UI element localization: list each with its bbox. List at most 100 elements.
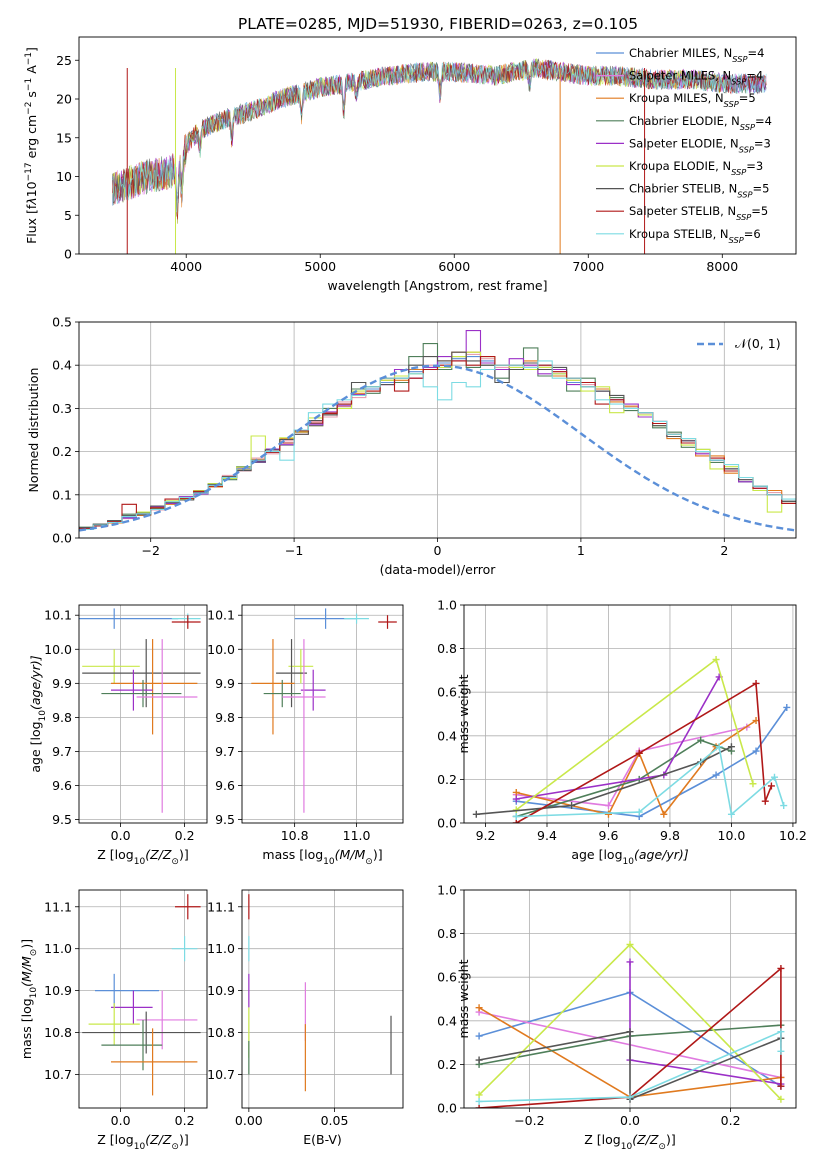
x-tick-label: 0.05 [321,1113,349,1128]
x-tick-label: 9.2 [476,828,496,843]
x-tick-label: 0.2 [175,828,195,843]
legend-entry-sub: SSP [732,54,747,64]
errorbar-point [276,639,308,708]
x-axis-label: E(B-V) [303,1132,342,1147]
x-axis-label-part: (Z/Z [145,847,172,862]
y-tick-label: 1.0 [437,883,457,898]
weight-point-marker [777,964,785,972]
y-axis-label-part: )] [19,939,34,949]
weight-point-marker [712,771,720,779]
errorbar-point [171,615,201,629]
x-tick-label: 5000 [304,259,336,274]
y-tick-label: 10.9 [207,983,235,998]
y-axis-label: mass weight [456,674,471,753]
legend-entry-name: Kroupa ELODIE, N [629,159,731,173]
weight-series-line [515,682,773,823]
errorbars [79,608,201,813]
errorbar-point [101,679,182,708]
x-axis-label: wavelength [Angstrom, rest frame] [327,278,547,293]
legend-entry-name: Chabrier ELODIE, N [629,114,740,128]
legend-entry-sub: SSP [729,235,744,245]
axes-mass_vs_ebv: 0.00 0.05 10.7 10.8 10.9 11.0 11.1 E(B-V) [207,890,403,1147]
y-axis-label: Flux [fλ10−17 erg cm−2 s−1 A−1] [24,47,39,244]
y-tick-label: 11.0 [207,941,235,956]
y-tick-label: 0.4 [437,728,457,743]
legend-entry: 𝒩(0, 1) [735,336,781,351]
weight-point-marker [780,802,788,810]
y-tick-label: 0.6 [437,685,457,700]
weight-series-line [479,1030,782,1103]
y-axis-label-part: 10 [24,181,39,197]
weight-point-marker [749,780,757,788]
weight-series-line [479,966,782,1108]
legend-entry-name: Chabrier STELIB, N [629,182,737,196]
errorbar-point [82,649,140,684]
spectrum-lines [112,58,767,254]
legend-entry: Salpeter ELODIE, NSSP=3 [629,136,771,154]
figure-title: PLATE=0285, MJD=51930, FIBERID=0263, z=0… [238,15,638,33]
weight-lines [472,656,791,823]
y-axis-label-part: −1 [24,52,34,65]
y-tick-label: 10.8 [44,1025,72,1040]
y-tick-label: 9.9 [215,676,235,691]
y-axis-label-part: Flux [f [24,204,39,244]
weight-series-line [516,719,757,816]
x-axis-label-part: ⊙ [171,857,179,867]
y-tick-label: 9.9 [52,676,72,691]
axes-frame [463,604,797,824]
errorbar-point [82,639,201,708]
weight-point-marker [761,797,769,805]
legend-entry-sub: SSP [739,144,754,154]
y-tick-label: 20 [56,92,72,107]
x-axis-label-part: ⊙ [365,857,373,867]
y-axis-label-part: age [log [28,721,43,772]
x-axis-label-part: Z [log [97,847,133,862]
weight-point-marker [697,736,705,744]
axes-age_vs_Z: 0.0 0.29.59.69.79.89.910.010.1Z [log10(Z/… [28,605,207,867]
errorbar-point [288,649,314,684]
y-axis-label-part: (M/M [19,956,34,987]
weight-series-line [516,726,747,807]
y-tick-label: 0.3 [52,401,72,416]
x-tick-label: 0.00 [235,1113,263,1128]
histogram-series [79,351,796,529]
y-tick-label: 10.9 [44,983,72,998]
errorbar-point [263,679,301,708]
y-tick-label: 0.1 [52,487,72,502]
y-axis-label-part: −1 [24,78,34,91]
errorbar-point [79,608,179,629]
x-axis-label-part: ⊙ [171,1142,179,1152]
y-tick-label: 9.7 [52,744,72,759]
axes-frame [78,36,797,255]
weight-point-marker [660,810,668,818]
y-tick-label: 5 [64,208,72,223]
weight-point-marker [752,747,760,755]
y-tick-label: 10.1 [44,608,72,623]
y-axis-label-part: A [24,65,39,78]
axes-weights_vs_Z: −0.2 0.0 0.2 0.0 0.2 0.4 0.6 0.8 1.0 Z [log10(Z/Z… [437,883,796,1152]
errorbar-point [300,669,326,711]
weight-point-marker [626,958,634,966]
x-axis-label: Z [log10(Z/Z⊙)] [584,1132,675,1152]
x-axis-label: (data-model)/error [380,562,497,577]
y-axis-label: Normed distribution [26,368,41,493]
y-axis-label-part: mass [log [19,998,34,1059]
weight-point-marker [770,773,778,781]
legend-entry-tail: =5 [739,91,756,105]
errorbar-point [82,1011,201,1054]
x-tick-label: −2 [141,543,159,558]
legend-entry: Salpeter MILES, NSSP=4 [629,69,763,87]
weight-point-marker [475,1104,483,1108]
y-tick-label: 9.6 [52,778,72,793]
x-tick-label: 0.2 [175,1113,195,1128]
x-tick-label: −1 [285,543,303,558]
weight-series-line [478,1030,782,1101]
y-tick-label: 0.0 [437,1101,457,1116]
y-tick-label: 0.8 [437,926,457,941]
weight-lines [475,941,785,1108]
weight-point-marker [512,788,520,796]
axes-frame [241,889,404,1109]
y-tick-label: 10.7 [207,1067,235,1082]
weight-point-marker [512,812,520,820]
